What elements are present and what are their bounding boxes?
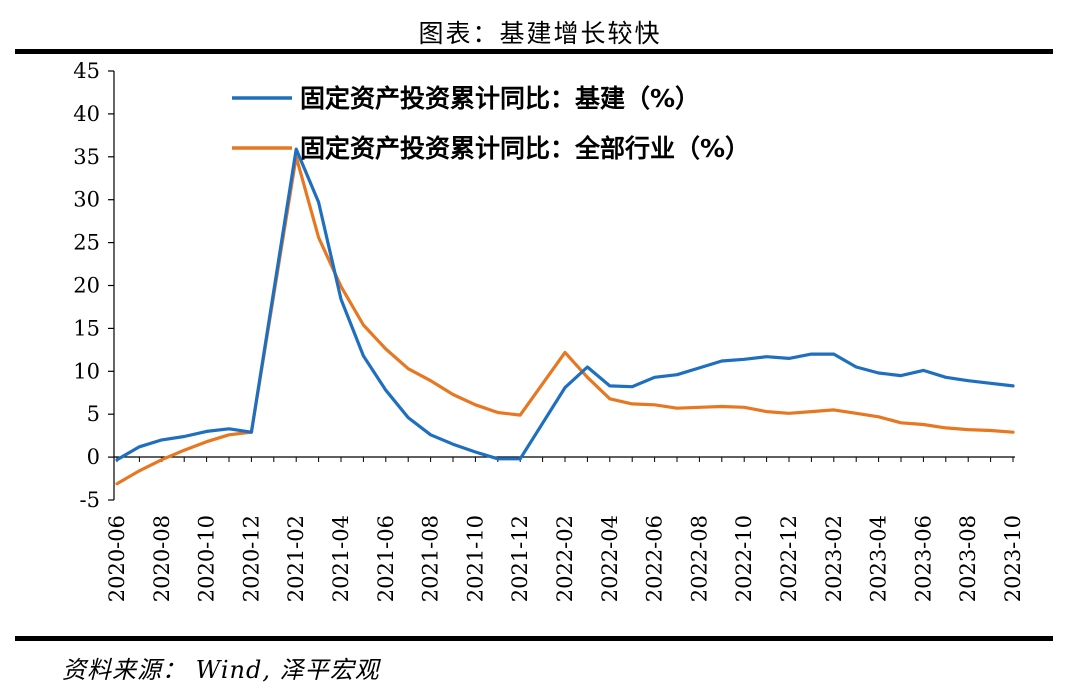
chart-axes: -5 0 5 10 15 20 25 30 35 40 45 2020-06 2020-08 2020-1…	[73, 59, 1025, 602]
x-tick-label: 2022-10	[732, 515, 756, 602]
x-tick-label: 2021-02	[284, 515, 308, 602]
y-tick-label: 10	[73, 359, 100, 383]
x-tick-label: 2020-10	[195, 515, 219, 602]
y-tick-label: 35	[73, 145, 100, 169]
legend-label-1: 固定资产投资累计同比：基建（%）	[300, 84, 700, 113]
x-tick-label: 2020-08	[150, 515, 174, 602]
x-tick-label: 2023-04	[867, 515, 891, 602]
x-tick-label: 2020-06	[105, 515, 129, 602]
y-tick-label: -5	[80, 488, 100, 512]
x-tick-label: 2021-08	[419, 515, 443, 602]
x-tick-label: 2022-12	[777, 515, 801, 602]
y-tick-label: 25	[73, 231, 100, 255]
chart-legend: 固定资产投资累计同比：基建（%） 固定资产投资累计同比：全部行业（%）	[232, 84, 750, 163]
x-tick-label: 2023-10	[1001, 515, 1025, 602]
x-tick-label: 2023-08	[956, 515, 980, 602]
bottom-rule	[15, 636, 1053, 641]
y-tick-label: 30	[73, 188, 100, 212]
x-tick-label: 2021-12	[508, 515, 532, 602]
y-tick-label: 15	[73, 316, 100, 340]
x-tick-label: 2022-08	[687, 515, 711, 602]
y-tick-label: 45	[73, 59, 100, 83]
x-tick-label: 2021-10	[463, 515, 487, 602]
y-tick-label: 0	[87, 445, 100, 469]
x-tick-label: 2022-04	[598, 515, 622, 602]
y-tick-label: 20	[73, 274, 100, 298]
chart-series	[115, 147, 1015, 486]
series-line-2	[115, 155, 1015, 486]
chart-title: 图表：基建增长较快	[418, 19, 662, 48]
x-tick-label: 2020-12	[239, 515, 263, 602]
x-tick-label: 2021-04	[329, 515, 353, 602]
series-line-1	[115, 147, 1015, 462]
x-tick-label: 2023-06	[911, 515, 935, 602]
x-tick-label: 2022-06	[643, 515, 667, 602]
x-tick-label: 2022-02	[553, 515, 577, 602]
top-rule	[15, 49, 1053, 54]
x-tick-label: 2023-02	[822, 515, 846, 602]
source-note: 资料来源： Wind, 泽平宏观	[62, 656, 380, 684]
legend-label-2: 固定资产投资累计同比：全部行业（%）	[300, 134, 750, 163]
x-tick-label: 2021-06	[374, 515, 398, 602]
y-tick-label: 5	[87, 402, 100, 426]
y-tick-label: 40	[73, 102, 100, 126]
